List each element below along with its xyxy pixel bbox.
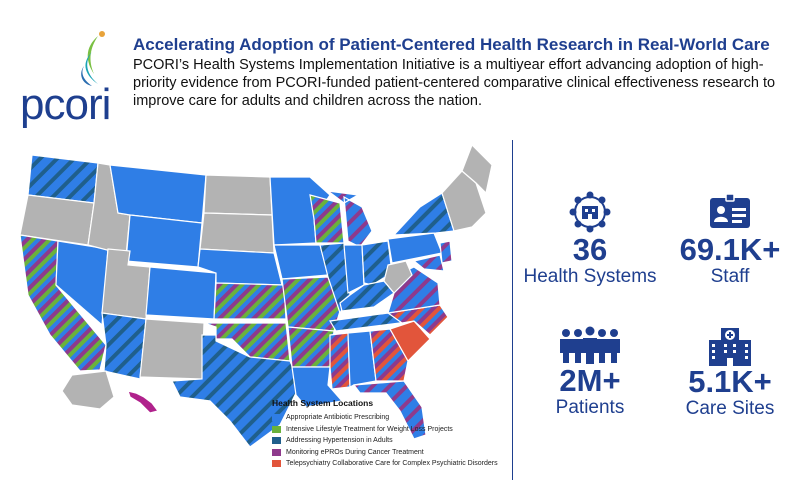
legend-item: Monitoring ePROs During Cancer Treatment: [272, 447, 512, 459]
section-divider: [512, 140, 513, 480]
legend-swatch: [272, 414, 281, 422]
state-wi: [309, 194, 345, 244]
state-me: [461, 143, 493, 195]
state-ms: [329, 332, 351, 390]
legend-swatch: [272, 437, 281, 445]
state-mt: [109, 164, 207, 224]
state-ok: [203, 322, 291, 362]
people-group-icon: [560, 326, 620, 364]
stat-label: Patients: [555, 397, 625, 418]
stat-care-sites: 5.1K+ Care Sites: [660, 322, 800, 420]
legend-label: Addressing Hypertension in Adults: [286, 437, 393, 445]
legend-label: Telepsychiatry Collaborative Care for Co…: [286, 460, 498, 468]
state-hi: [127, 390, 160, 414]
stat-value: 36: [572, 232, 608, 267]
state-in: [343, 244, 365, 294]
legend-item: Telepsychiatry Collaborative Care for Co…: [272, 458, 512, 470]
page-title: Accelerating Adoption of Patient-Centere…: [133, 35, 770, 54]
state-oh: [361, 240, 393, 286]
stat-label: Health Systems: [523, 266, 657, 287]
page-description: PCORI’s Health Systems Implementation In…: [133, 57, 776, 109]
state-al: [347, 330, 377, 388]
state-az: [101, 312, 147, 380]
state-wv: [383, 260, 413, 294]
state-sd: [199, 212, 275, 254]
legend-title: Health System Locations: [272, 398, 374, 408]
hospital-icon: [709, 328, 751, 366]
legend-label: Monitoring ePROs During Cancer Treatment: [286, 448, 424, 456]
map-legend: Health System Locations Appropriate Anti…: [272, 398, 512, 470]
state-wy: [125, 214, 203, 268]
id-badge-icon: [710, 193, 750, 228]
legend-swatch: [272, 425, 281, 433]
state-ga: [369, 328, 409, 382]
legend-swatch: [272, 460, 281, 468]
legend-label: Intensive Lifestyle Treatment for Weight…: [286, 425, 453, 433]
state-ia: [273, 244, 329, 280]
state-md: [412, 254, 445, 272]
stat-value: 5.1K+: [688, 364, 772, 399]
stat-value: 69.1K+: [679, 232, 781, 267]
stat-label: Staff: [710, 266, 750, 287]
state-nm: [139, 318, 205, 380]
network-icon: [569, 191, 611, 233]
stat-staff: 69.1K+ Staff: [660, 190, 800, 288]
state-co: [145, 266, 217, 320]
stat-health-systems: 36 Health Systems: [520, 190, 660, 288]
state-ar: [287, 326, 335, 368]
us-map: [10, 135, 505, 455]
state-ak: [61, 370, 115, 410]
legend-item: Appropriate Antibiotic Prescribing: [272, 412, 512, 424]
state-mi: [325, 190, 373, 248]
stat-patients: 2M+ Patients: [520, 325, 660, 419]
pcori-logo: pcori: [20, 28, 130, 129]
legend-item: Intensive Lifestyle Treatment for Weight…: [272, 424, 512, 436]
stat-label: Care Sites: [685, 398, 775, 419]
state-fl: [352, 380, 427, 440]
legend-item: Addressing Hypertension in Adults: [272, 435, 512, 447]
header: pcori Accelerating Adoption of Patient-C…: [0, 0, 800, 130]
pcori-swoosh-icon: [81, 31, 105, 86]
stat-value: 2M+: [559, 363, 621, 398]
logo-text: pcori: [20, 80, 111, 129]
state-nj: [439, 240, 453, 264]
legend-label: Appropriate Antibiotic Prescribing: [286, 414, 390, 422]
state-tx: [171, 334, 301, 448]
state-sc: [389, 320, 431, 362]
legend-swatch: [272, 448, 281, 456]
state-ks: [213, 282, 287, 320]
state-nd: [203, 174, 273, 216]
